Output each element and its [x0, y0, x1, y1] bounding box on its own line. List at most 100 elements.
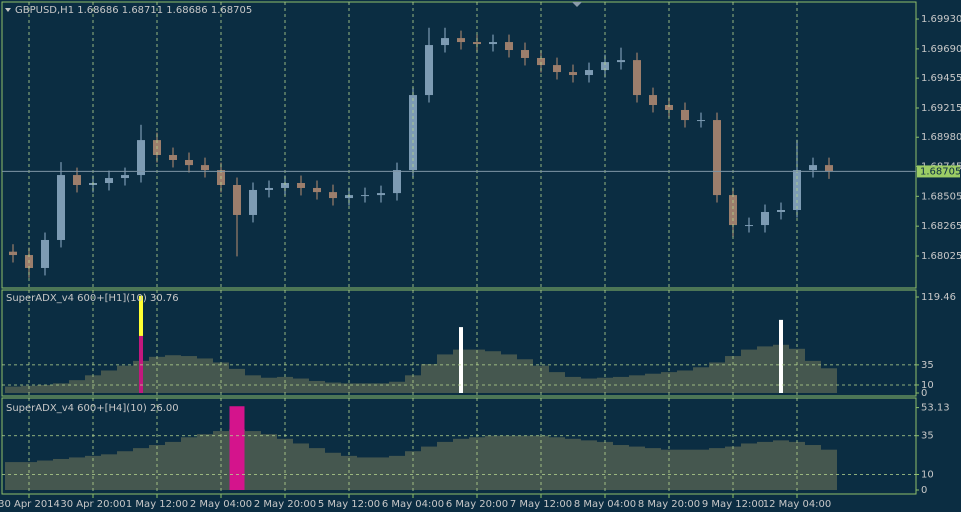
candle-body — [185, 159, 193, 166]
histogram-column — [517, 359, 533, 393]
y-tick-label: 0 — [921, 485, 927, 496]
histogram-column — [757, 346, 773, 393]
histogram-column — [325, 452, 341, 490]
histogram-column — [821, 449, 837, 490]
candle-body — [713, 120, 721, 196]
histogram-column — [37, 384, 53, 393]
candle-body — [473, 42, 481, 45]
candle-body — [537, 57, 545, 66]
histogram-column — [613, 445, 629, 490]
x-tick-label: 6 May 20:00 — [446, 499, 508, 510]
histogram-column — [709, 448, 725, 490]
histogram-column — [501, 435, 517, 490]
histogram-column — [69, 457, 85, 490]
histogram-column — [629, 375, 645, 393]
y-tick-label: 1.69215 — [921, 103, 961, 114]
histogram-column — [357, 457, 373, 490]
histogram-column — [693, 367, 709, 393]
y-tick-label: 0 — [921, 388, 927, 399]
histogram-column — [21, 385, 37, 393]
candle-body — [105, 178, 113, 184]
histogram-column — [805, 445, 821, 490]
candle-body — [521, 50, 529, 58]
chart-title: GBPUSD,H1 1.68686 1.68711 1.68686 1.6870… — [15, 5, 252, 16]
candle-body — [361, 195, 369, 197]
histogram-column — [117, 365, 133, 393]
histogram-column — [85, 375, 101, 393]
y-tick-label: 10 — [921, 469, 934, 480]
histogram-column — [389, 455, 405, 490]
indicator-title: SuperADX_v4 600+[H4](10) 26.00 — [6, 403, 179, 414]
histogram-column — [757, 441, 773, 490]
candle-body — [329, 192, 337, 199]
candle-body — [249, 189, 257, 215]
candle-body — [761, 211, 769, 226]
x-tick-label: 5 May 12:00 — [318, 499, 380, 510]
candle-body — [409, 95, 417, 171]
histogram-column — [389, 381, 405, 393]
histogram-column — [101, 370, 117, 393]
y-tick-label: 1.68980 — [921, 132, 961, 143]
signal-bar — [459, 327, 463, 393]
candle-body — [585, 70, 593, 76]
candle-body — [553, 65, 561, 73]
histogram-column — [149, 445, 165, 490]
histogram-column — [821, 368, 837, 393]
candle-body — [377, 193, 385, 196]
histogram-column — [261, 434, 277, 490]
candle-body — [265, 187, 273, 190]
histogram-column — [533, 365, 549, 393]
candle-body — [633, 60, 641, 96]
candle-body — [297, 183, 305, 188]
histogram-column — [549, 372, 565, 393]
histogram-column — [741, 349, 757, 393]
candle-body — [121, 175, 129, 179]
histogram-column — [725, 446, 741, 490]
x-tick-label: 30 Apr 20:00 — [60, 499, 125, 510]
histogram-column — [373, 383, 389, 393]
candle-body — [425, 45, 433, 96]
pane-plot — [5, 295, 837, 393]
histogram-column — [581, 440, 597, 490]
candle-body — [441, 38, 449, 46]
histogram-column — [309, 448, 325, 490]
histogram-column — [245, 431, 261, 490]
histogram-column — [645, 448, 661, 490]
candle-body — [9, 251, 17, 256]
indicator-pane — [1, 397, 917, 495]
histogram-column — [165, 441, 181, 490]
histogram-column — [53, 458, 69, 490]
histogram-column — [293, 443, 309, 490]
histogram-column — [549, 437, 565, 490]
candle-body — [697, 120, 705, 122]
histogram-column — [181, 437, 197, 490]
histogram-column — [373, 457, 389, 490]
histogram-column — [53, 383, 69, 393]
y-tick-label: 35 — [921, 431, 934, 442]
x-tick-label: 7 May 12:00 — [510, 499, 572, 510]
y-tick-label: 1.68505 — [921, 191, 961, 202]
histogram-column — [501, 354, 517, 393]
histogram-column — [309, 380, 325, 393]
histogram-column — [677, 370, 693, 393]
histogram-column — [629, 446, 645, 490]
histogram-column — [421, 364, 437, 393]
candle-body — [777, 210, 785, 212]
histogram-column — [261, 377, 277, 393]
histogram-column — [213, 362, 229, 393]
histogram-column — [469, 437, 485, 490]
histogram-column — [405, 375, 421, 393]
y-tick-label: 10 — [921, 380, 934, 391]
histogram-column — [597, 377, 613, 393]
histogram-column — [421, 446, 437, 490]
histogram-column — [197, 358, 213, 393]
histogram-column — [5, 386, 21, 393]
histogram-column — [565, 438, 581, 490]
x-tick-label: 9 May 12:00 — [702, 499, 764, 510]
candle-body — [729, 195, 737, 226]
histogram-column — [293, 378, 309, 393]
histogram-column — [325, 382, 341, 393]
shift-marker — [572, 2, 582, 7]
x-tick-label: 8 May 04:00 — [574, 499, 636, 510]
histogram-column — [437, 441, 453, 490]
